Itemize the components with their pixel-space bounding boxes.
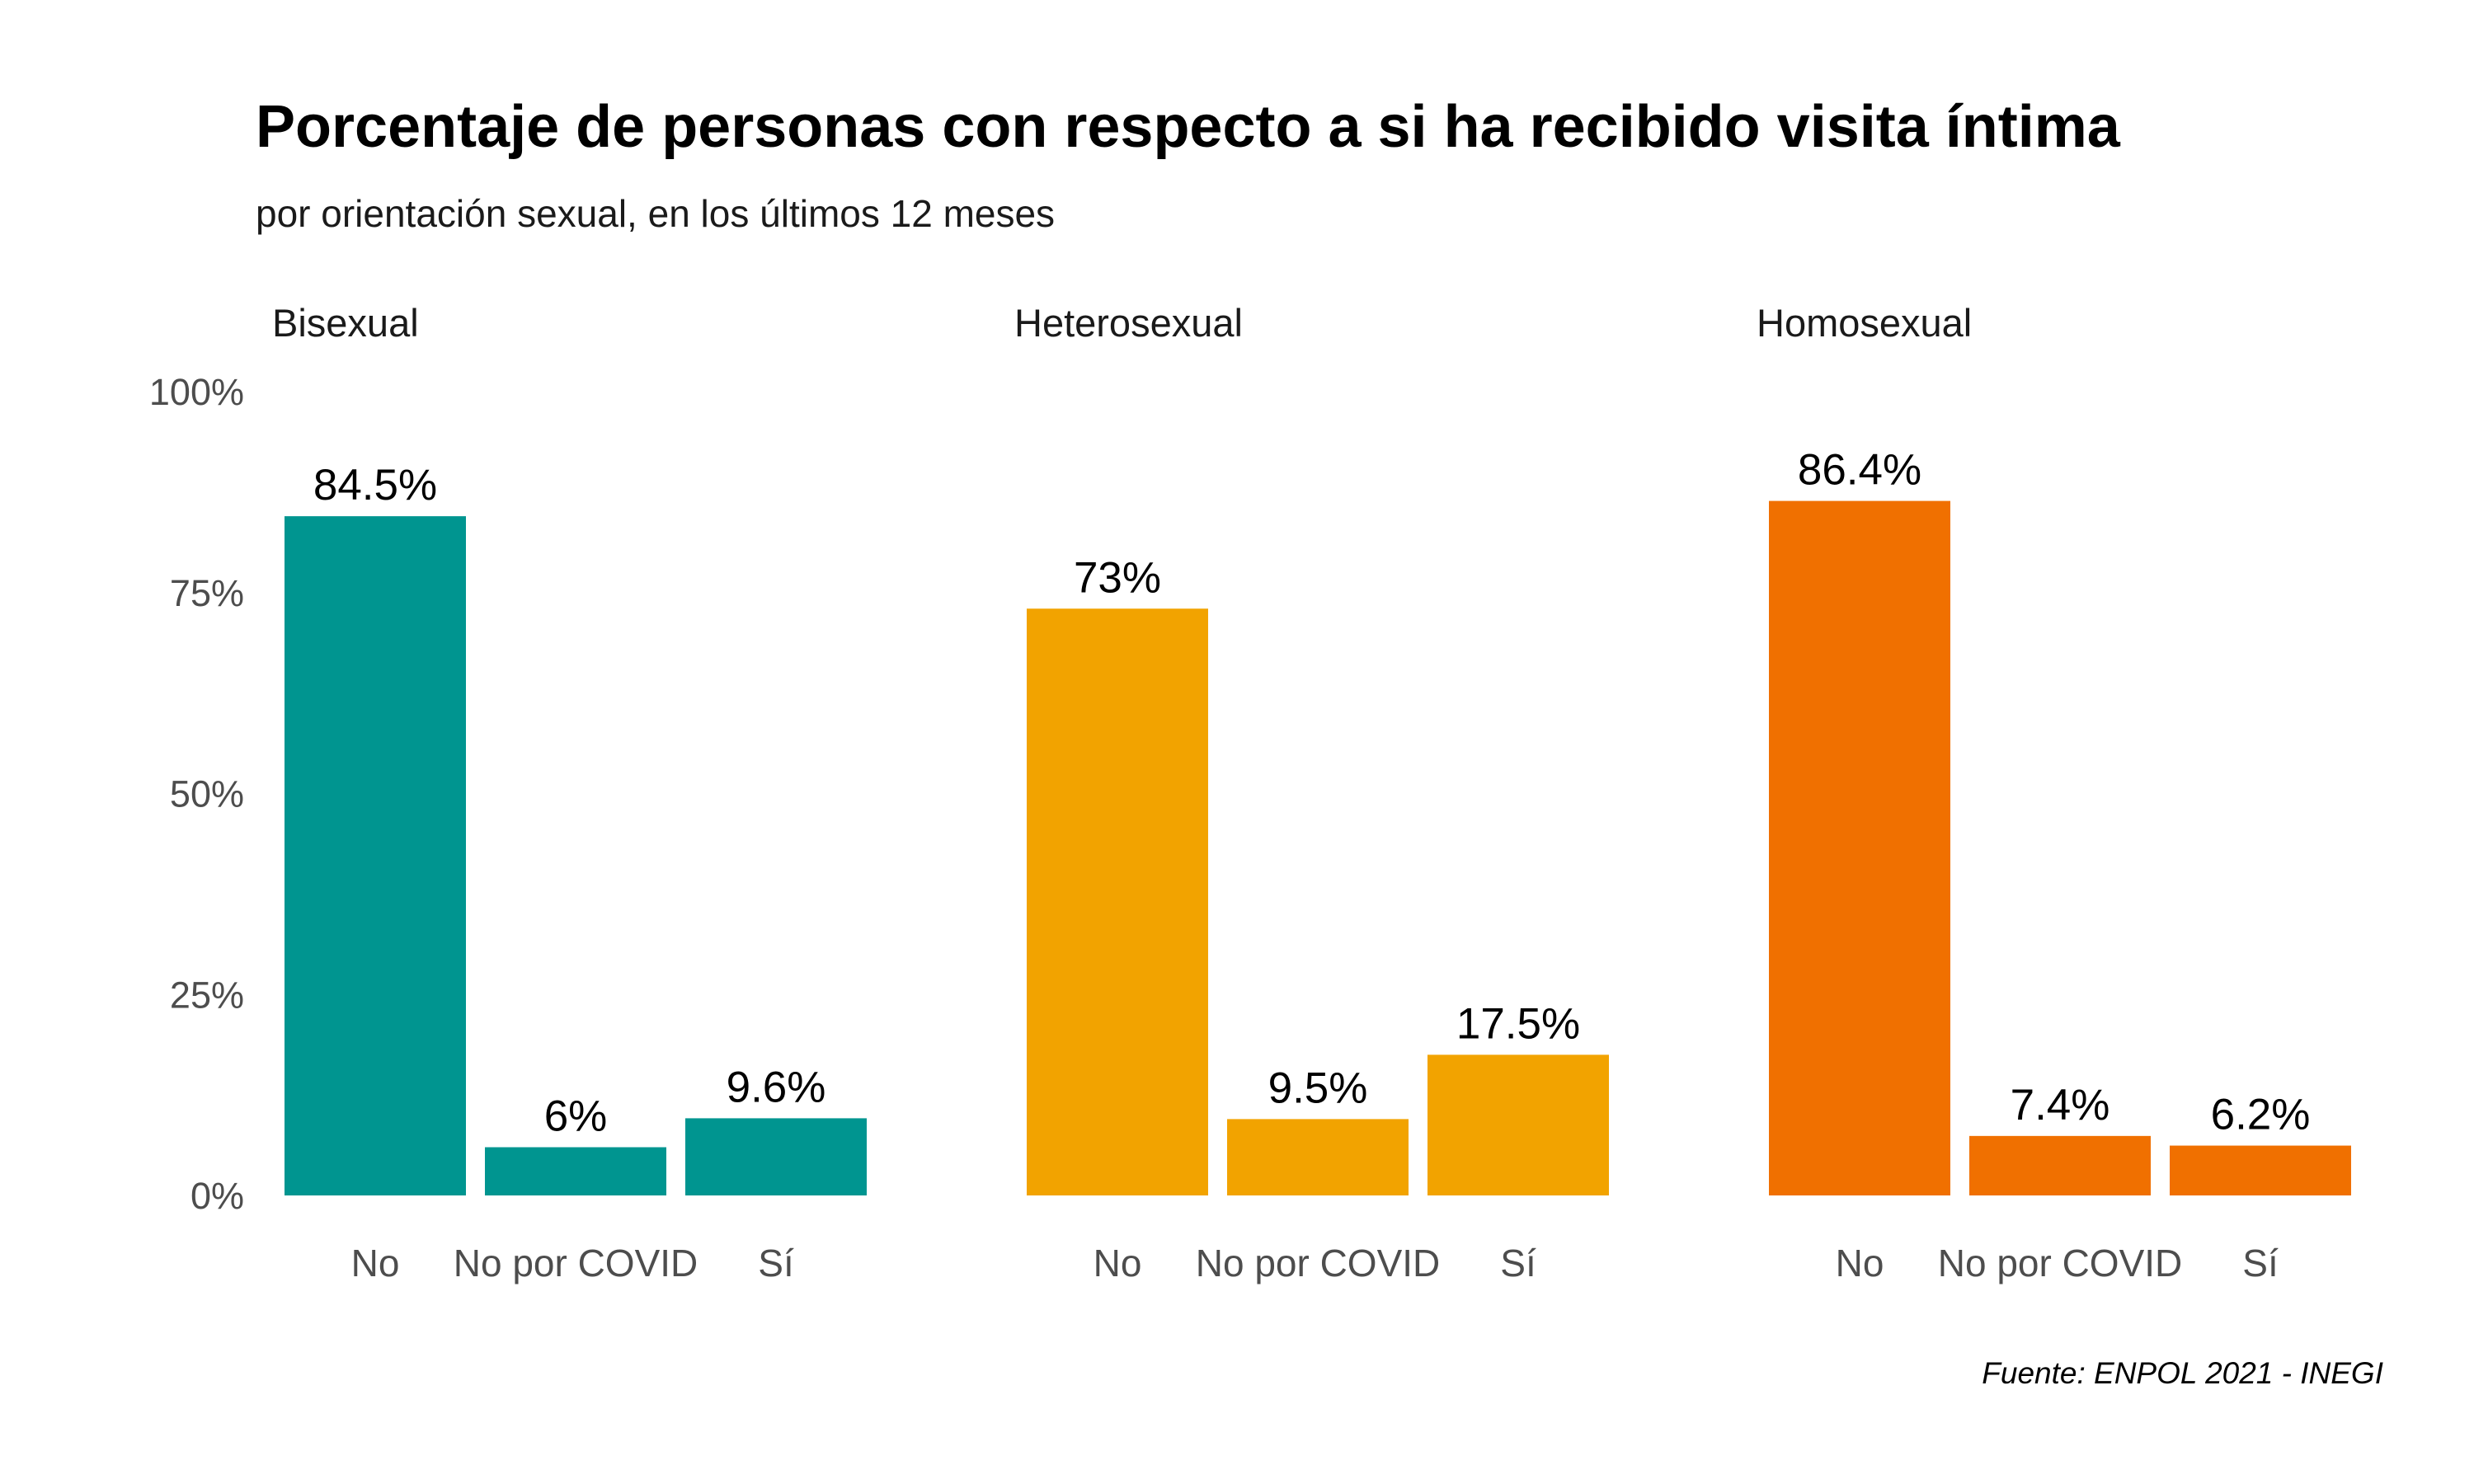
bar: [1427, 1054, 1609, 1195]
bar: [1027, 608, 1208, 1195]
x-tick-label: No: [351, 1242, 400, 1284]
x-tick-label: No por COVID: [454, 1242, 698, 1284]
source-caption: Fuente: ENPOL 2021 - INEGI: [1982, 1356, 2383, 1390]
bar-value-label: 6.2%: [2211, 1091, 2311, 1139]
bar-value-label: 17.5%: [1456, 999, 1580, 1048]
y-axis: 0% 25% 50% 75% 100%: [149, 371, 244, 1217]
x-tick-label: No por COVID: [1196, 1242, 1441, 1284]
bar: [1769, 500, 1950, 1195]
bar-value-label: 84.5%: [313, 461, 437, 510]
x-tick-label: No: [1836, 1242, 1884, 1284]
bar: [485, 1147, 666, 1195]
facet-panel-homosexual: Homosexual 86.4% No 7.4% No por COVID 6.2% Sí: [1757, 301, 2351, 1284]
bar-value-label: 9.5%: [1268, 1064, 1368, 1112]
x-tick-label: Sí: [2242, 1242, 2279, 1284]
facet-title: Homosexual: [1757, 301, 1972, 345]
y-tick-label: 0%: [190, 1175, 244, 1217]
y-tick-label: 25%: [170, 974, 244, 1016]
x-tick-label: No: [1094, 1242, 1142, 1284]
y-tick-label: 75%: [170, 572, 244, 614]
bar: [685, 1118, 867, 1195]
bar: [2170, 1145, 2351, 1195]
x-tick-label: No por COVID: [1938, 1242, 2183, 1284]
y-tick-label: 50%: [170, 773, 244, 815]
bar: [1969, 1135, 2151, 1195]
bar-value-label: 7.4%: [2011, 1081, 2110, 1129]
facet-title: Bisexual: [272, 301, 419, 345]
bar: [285, 516, 466, 1195]
bar: [1227, 1119, 1409, 1195]
facet-title: Heterosexual: [1014, 301, 1243, 345]
chart-subtitle: por orientación sexual, en los últimos 1…: [256, 192, 1055, 235]
chart-title: Porcentaje de personas con respecto a si…: [256, 94, 2121, 160]
bar-value-label: 73%: [1074, 553, 1161, 602]
x-tick-label: Sí: [758, 1242, 794, 1284]
facet-panel-bisexual: Bisexual 84.5% No 6% No por COVID 9.6% Sí: [272, 301, 867, 1284]
bar-value-label: 86.4%: [1798, 446, 1921, 495]
facet-panel-heterosexual: Heterosexual 73% No 9.5% No por COVID 17.5% Sí: [1014, 301, 1609, 1284]
bar-value-label: 6%: [544, 1092, 608, 1141]
x-tick-label: Sí: [1500, 1242, 1536, 1284]
y-tick-label: 100%: [149, 371, 244, 413]
bar-value-label: 9.6%: [727, 1063, 826, 1111]
